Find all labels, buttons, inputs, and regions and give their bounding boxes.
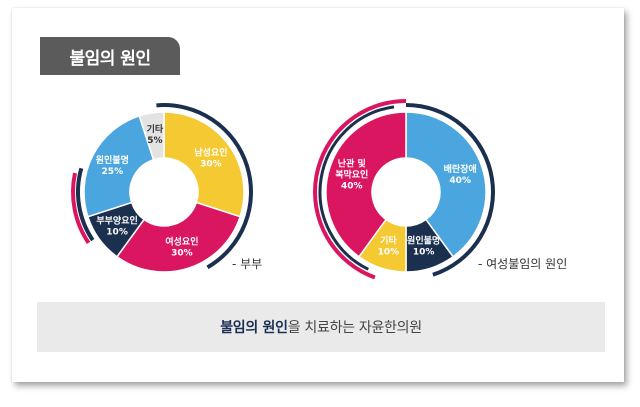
pie-slice [325,111,407,258]
footer-banner: 불임의 원인 을 치료하는 자윤한의원 [37,302,605,352]
slice-value-label: 10% [106,228,128,238]
decorative-arc [76,167,95,242]
footer-text: 을 치료하는 자윤한의원 [287,320,422,336]
page-title: 불임의 원인 [40,37,180,75]
chart-legend: - 여성불임의 원인 [478,257,567,271]
slice-label: 배란장애 [444,163,477,175]
slice-value-label: 25% [102,167,124,177]
slice-value-label: 40% [449,176,471,186]
footer-highlight: 불임의 원인 [220,320,288,336]
slice-value-label: 10% [413,248,435,258]
slice-label: 부부양요인 [96,215,137,227]
pie-slice [115,201,242,273]
decorative-arc [71,172,91,245]
slice-value-label: 40% [341,181,363,191]
slice-label: 기타 [147,123,164,135]
slice-value-label: 10% [378,248,400,258]
slice-value-label: 5% [147,136,162,146]
pie-slice [83,114,155,218]
decorative-arc [156,103,253,270]
pie-slice [163,111,245,218]
slice-label: 복막요인 [335,168,368,180]
slice-label: 난관 및 [338,157,366,169]
decorative-arc [405,103,495,277]
donut-hole [131,159,197,225]
slice-value-label: 30% [200,159,222,169]
slice-label: 기타 [380,235,397,247]
chart-legend: - 부부 [232,257,262,271]
slice-label: 원인불명 [96,154,129,166]
pie-slice [405,111,487,258]
decorative-arc [313,99,407,280]
slice-label: 원인불명 [407,235,440,247]
pie-slice [138,111,165,161]
slice-label: 여성요인 [165,236,198,248]
slice-value-label: 30% [171,249,193,259]
slice-label: 남성요인 [194,146,227,158]
decorative-arc [318,105,395,271]
donut-hole [373,159,439,225]
